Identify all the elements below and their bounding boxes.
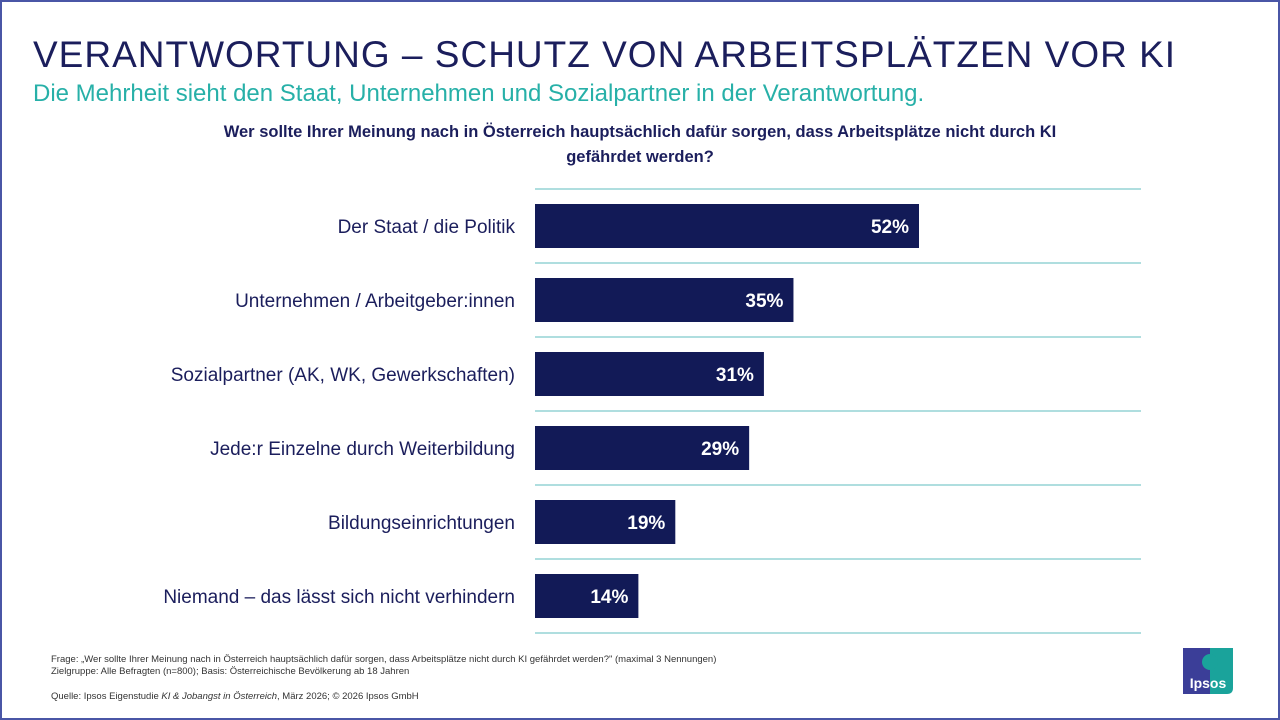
bar — [535, 278, 794, 322]
bar — [535, 352, 764, 396]
quelle-prefix: Quelle: Ipsos Eigenstudie — [51, 691, 162, 702]
category-label: Der Staat / die Politik — [338, 217, 516, 238]
data-label: 52% — [871, 217, 909, 238]
category-label: Jede:r Einzelne durch Weiterbildung — [210, 439, 515, 460]
bar — [535, 426, 750, 470]
chart-question: Wer sollte Ihrer Meinung nach in Österre… — [223, 123, 1057, 166]
data-label: 29% — [701, 439, 739, 460]
category-label: Niemand – das lässt sich nicht verhinder… — [163, 587, 515, 608]
data-label: 31% — [716, 365, 754, 386]
bar — [535, 500, 676, 544]
category-label: Sozialpartner (AK, WK, Gewerkschaften) — [171, 365, 515, 386]
footnote-quelle: Quelle: Ipsos Eigenstudie KI & Jobangst … — [51, 691, 419, 702]
bar — [535, 574, 639, 618]
quelle-suffix: , März 2026; © 2026 Ipsos GmbH — [277, 691, 419, 702]
data-label: 35% — [745, 291, 783, 312]
svg-text:Ipsos: Ipsos — [1190, 675, 1227, 691]
data-label: 14% — [590, 587, 628, 608]
category-label: Unternehmen / Arbeitgeber:innen — [235, 291, 515, 312]
bar — [535, 204, 919, 248]
category-label: Bildungseinrichtungen — [328, 513, 515, 534]
footnote-frage: Frage: „Wer sollte Ihrer Meinung nach in… — [51, 654, 717, 665]
slide-subtitle: Die Mehrheit sieht den Staat, Unternehme… — [33, 80, 925, 107]
slide-title: VERANTWORTUNG – SCHUTZ VON ARBEITSPLÄTZE… — [33, 34, 1177, 75]
ipsos-logo: Ipsos — [1183, 648, 1233, 694]
footnote-zielgruppe: Zielgruppe: Alle Befragten (n=800); Basi… — [51, 666, 410, 677]
quelle-study: KI & Jobangst in Österreich — [161, 691, 278, 702]
data-label: 19% — [627, 513, 665, 534]
